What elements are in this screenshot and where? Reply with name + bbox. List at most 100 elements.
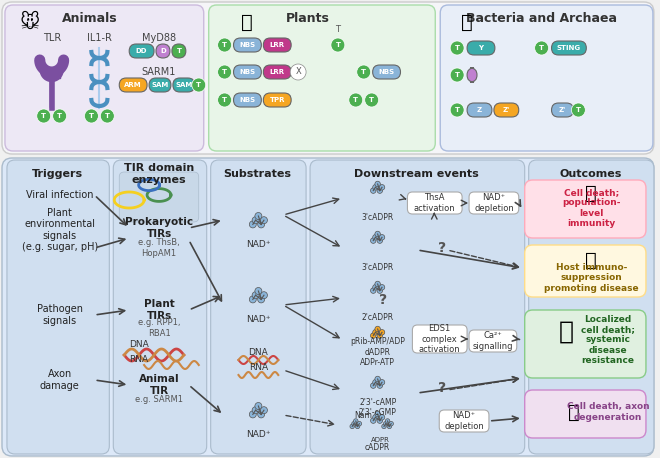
Text: Cell death, axon
degeneration: Cell death, axon degeneration [567, 402, 649, 422]
Text: Prokaryotic
TIRs: Prokaryotic TIRs [125, 217, 193, 239]
Text: T: T [369, 97, 374, 103]
Circle shape [354, 419, 358, 423]
Circle shape [261, 217, 267, 224]
Text: EDS1
complex
activation: EDS1 complex activation [418, 324, 460, 354]
FancyBboxPatch shape [234, 93, 261, 107]
Circle shape [377, 418, 383, 423]
Circle shape [535, 41, 548, 55]
Circle shape [290, 64, 306, 80]
Text: Bacteria and Archaea: Bacteria and Archaea [466, 11, 617, 24]
Text: e.g. SARM1: e.g. SARM1 [135, 396, 183, 404]
Text: Outcomes: Outcomes [559, 169, 622, 179]
Text: 💰: 💰 [585, 251, 597, 269]
Circle shape [377, 333, 383, 338]
Text: SARM1: SARM1 [142, 67, 176, 77]
Circle shape [331, 38, 345, 52]
Text: ?: ? [379, 293, 387, 307]
Circle shape [370, 333, 376, 338]
Text: Viral infection: Viral infection [26, 190, 93, 200]
Text: NAD⁺: NAD⁺ [246, 315, 271, 324]
Text: Nam: Nam [354, 411, 372, 420]
Text: T: T [176, 48, 182, 54]
Text: T: T [539, 45, 544, 51]
Text: DNA: DNA [129, 340, 149, 349]
Circle shape [373, 330, 378, 335]
FancyBboxPatch shape [172, 44, 186, 58]
Circle shape [373, 414, 378, 420]
Text: T: T [57, 113, 62, 119]
FancyBboxPatch shape [114, 160, 207, 454]
Text: 🍃: 🍃 [559, 320, 574, 344]
Text: STING: STING [557, 45, 581, 51]
Text: MyD88: MyD88 [142, 33, 176, 43]
Text: 🌿: 🌿 [241, 12, 252, 32]
Text: Triggers: Triggers [32, 169, 82, 179]
Circle shape [373, 234, 378, 240]
FancyBboxPatch shape [156, 44, 170, 58]
Text: Axon
damage: Axon damage [40, 369, 79, 391]
FancyBboxPatch shape [119, 78, 147, 92]
Text: Animal
TIR: Animal TIR [139, 374, 180, 396]
Circle shape [37, 109, 51, 123]
FancyBboxPatch shape [440, 410, 489, 432]
Text: Downstream events: Downstream events [354, 169, 478, 179]
Text: T: T [222, 42, 227, 48]
Circle shape [255, 213, 262, 219]
Text: TIR domain
enzymes: TIR domain enzymes [124, 163, 194, 185]
Circle shape [370, 238, 376, 243]
Text: RNA: RNA [249, 363, 268, 372]
Text: RNA: RNA [129, 355, 148, 364]
Text: Cell death;
population-
level
immunity: Cell death; population- level immunity [562, 188, 620, 228]
Circle shape [252, 292, 259, 299]
FancyBboxPatch shape [263, 38, 291, 52]
Circle shape [261, 292, 267, 299]
Text: T: T [196, 82, 201, 88]
FancyBboxPatch shape [119, 172, 199, 222]
Circle shape [387, 424, 391, 429]
Text: ADPR: ADPR [371, 437, 390, 443]
Text: T: T [455, 45, 459, 51]
FancyBboxPatch shape [440, 5, 653, 151]
Circle shape [257, 296, 265, 303]
Text: Z': Z' [503, 107, 510, 113]
Circle shape [572, 103, 585, 117]
Text: T: T [335, 42, 341, 48]
FancyBboxPatch shape [234, 38, 261, 52]
Circle shape [377, 238, 383, 243]
Text: T: T [455, 72, 459, 78]
Circle shape [450, 41, 464, 55]
Text: X: X [296, 69, 301, 75]
FancyBboxPatch shape [129, 44, 154, 58]
Circle shape [379, 284, 385, 290]
Text: Y: Y [478, 45, 484, 51]
Text: T: T [576, 107, 581, 113]
Circle shape [249, 221, 256, 228]
Text: D: D [160, 48, 166, 54]
Text: Z': Z' [559, 107, 566, 113]
Text: 🐭: 🐭 [20, 12, 40, 32]
Text: e.g. ThsB,
HopAM1: e.g. ThsB, HopAM1 [138, 238, 180, 258]
FancyBboxPatch shape [2, 158, 654, 456]
Text: NAD⁺: NAD⁺ [246, 240, 271, 249]
Text: IL1-R: IL1-R [87, 33, 112, 43]
FancyBboxPatch shape [5, 5, 204, 151]
Text: ?: ? [438, 241, 446, 255]
Text: ARM: ARM [124, 82, 142, 88]
Text: Substrates: Substrates [223, 169, 291, 179]
Circle shape [249, 296, 256, 303]
Text: Plant
environmental
signals
(e.g. sugar, pH): Plant environmental signals (e.g. sugar,… [22, 207, 98, 252]
Circle shape [375, 411, 380, 417]
Circle shape [357, 421, 362, 426]
Text: ThsA
activation: ThsA activation [413, 193, 455, 213]
FancyBboxPatch shape [469, 192, 519, 214]
FancyBboxPatch shape [173, 78, 195, 92]
Circle shape [261, 407, 267, 414]
FancyBboxPatch shape [525, 245, 646, 297]
Circle shape [373, 284, 378, 290]
FancyBboxPatch shape [2, 2, 654, 154]
FancyBboxPatch shape [407, 192, 462, 214]
Circle shape [370, 418, 376, 423]
Circle shape [257, 411, 265, 418]
Text: ?: ? [438, 381, 446, 395]
FancyBboxPatch shape [552, 41, 586, 55]
